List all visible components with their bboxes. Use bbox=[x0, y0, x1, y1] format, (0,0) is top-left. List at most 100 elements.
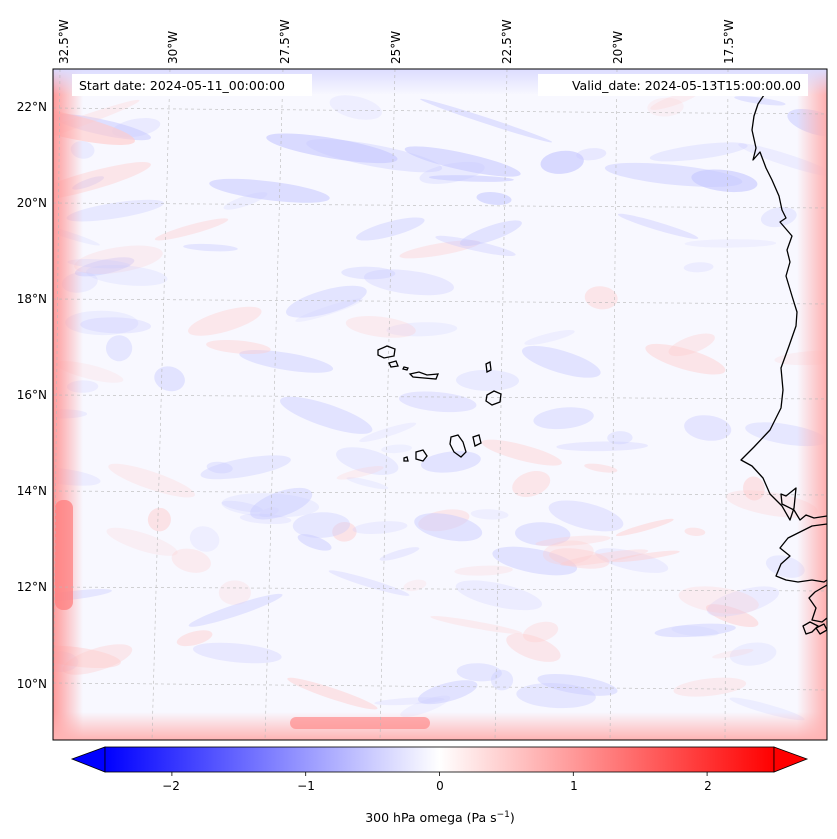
omega-patch bbox=[523, 621, 559, 643]
map-frame bbox=[52, 68, 828, 741]
colorbar-extend-max bbox=[773, 746, 809, 773]
omega-patch bbox=[673, 677, 747, 697]
omega-patch bbox=[492, 546, 578, 576]
omega-patch bbox=[74, 245, 163, 275]
lon-label-20w: 20°W bbox=[611, 31, 625, 64]
omega-patch bbox=[183, 243, 238, 252]
valid-date-label: Valid_date: 2024-05-13T15:00:00.00 bbox=[572, 78, 801, 93]
omega-patch bbox=[533, 407, 594, 430]
omega-patch bbox=[556, 441, 648, 452]
omega-patch bbox=[188, 593, 283, 627]
omega-patch bbox=[154, 366, 185, 392]
island-sao-nicolau bbox=[408, 371, 439, 380]
omega-patch bbox=[678, 586, 759, 614]
lat-label-20n: 20°N bbox=[17, 196, 47, 210]
colorbar-label: 300 hPa omega (Pa s−1) bbox=[365, 810, 515, 825]
omega-patch bbox=[712, 648, 754, 659]
lat-label-14n: 14°N bbox=[17, 484, 47, 498]
omega-patch bbox=[537, 673, 618, 696]
omega-patch bbox=[540, 150, 584, 174]
omega-patch bbox=[206, 339, 271, 355]
omega-patch bbox=[189, 526, 220, 552]
lat-label-16n: 16°N bbox=[17, 388, 47, 402]
island-brava bbox=[403, 456, 409, 462]
omega-patch bbox=[171, 548, 211, 573]
omega-patch bbox=[705, 604, 759, 628]
omega-patch bbox=[765, 555, 805, 578]
omega-patch bbox=[297, 534, 332, 551]
cape-verde-islands bbox=[377, 345, 502, 462]
omega-patch bbox=[74, 257, 135, 277]
omega-patch bbox=[760, 207, 797, 228]
lon-label-25w: 25°W bbox=[389, 31, 403, 64]
omega-patch bbox=[332, 521, 357, 542]
omega-patch bbox=[470, 509, 509, 520]
omega-patch bbox=[221, 493, 320, 518]
colorbar-ticks bbox=[171, 772, 708, 776]
omega-patch bbox=[80, 317, 151, 334]
omega-patch bbox=[617, 213, 699, 239]
omega-patch bbox=[668, 333, 715, 357]
omega-patch bbox=[287, 677, 378, 710]
omega-patch bbox=[108, 463, 195, 498]
omega-patch bbox=[328, 570, 410, 596]
omega-patch bbox=[684, 527, 706, 536]
omega-patch bbox=[356, 217, 425, 241]
omega-patch bbox=[615, 518, 674, 537]
omega-patch bbox=[381, 444, 412, 454]
lat-label-22n: 22°N bbox=[17, 100, 47, 114]
omega-patch bbox=[295, 298, 364, 322]
omega-patch bbox=[359, 422, 417, 443]
lon-labels: 32.5°W 30°W 27.5°W 25°W 22.5°W 20°W 17.5… bbox=[57, 19, 736, 64]
lon-label-27-5w: 27.5°W bbox=[278, 19, 292, 64]
gridlines bbox=[53, 69, 827, 740]
start-date-label: Start date: 2024-05-11_00:00:00 bbox=[79, 78, 285, 93]
omega-patch bbox=[192, 642, 282, 664]
omega-patch bbox=[521, 345, 601, 378]
omega-patch bbox=[176, 630, 213, 647]
lon-label-17-5w: 17.5°W bbox=[722, 19, 736, 64]
omega-patch bbox=[456, 663, 502, 682]
omega-patch bbox=[481, 439, 562, 466]
colorbar-tick-label-2: 2 bbox=[704, 779, 712, 793]
omega-patch bbox=[607, 431, 633, 445]
omega-patch bbox=[379, 547, 420, 561]
omega-patch bbox=[398, 391, 477, 413]
omega-patch bbox=[743, 476, 765, 501]
omega-patch bbox=[549, 548, 610, 569]
colorbar-body bbox=[104, 746, 775, 773]
omega-patch bbox=[66, 199, 164, 222]
omega-patch bbox=[218, 580, 251, 606]
senegal-gambia-coast bbox=[775, 523, 827, 583]
omega-patch bbox=[647, 97, 684, 117]
omega-patch bbox=[386, 322, 458, 337]
omega-patch bbox=[671, 625, 719, 637]
omega-patch bbox=[188, 306, 262, 336]
omega-patch bbox=[206, 461, 233, 474]
omega-patch bbox=[515, 522, 571, 546]
omega-patch bbox=[404, 146, 521, 177]
omega-patch bbox=[106, 527, 178, 556]
omega-patch bbox=[86, 264, 168, 286]
omega-patch bbox=[65, 310, 139, 336]
omega-patch bbox=[691, 169, 758, 193]
omega-patch bbox=[459, 220, 522, 246]
omega-patch bbox=[200, 455, 291, 480]
boundary-hotspot-bottom bbox=[290, 717, 430, 729]
colorbar-tick-label-0: 0 bbox=[436, 779, 444, 793]
omega-patch bbox=[420, 451, 481, 473]
island-sao-vicente bbox=[388, 360, 399, 368]
omega-patch bbox=[239, 350, 334, 373]
omega-patch bbox=[221, 500, 263, 513]
omega-patch bbox=[542, 540, 594, 565]
omega-patch bbox=[649, 142, 748, 162]
omega-patch bbox=[374, 697, 445, 706]
lat-labels: 22°N 20°N 18°N 16°N 14°N 12°N 10°N bbox=[17, 100, 47, 691]
omega-patch bbox=[414, 513, 483, 542]
colorbar-label-text: 300 hPa omega (Pa s bbox=[365, 810, 496, 825]
island-santo-antao bbox=[377, 345, 396, 359]
omega-patch bbox=[345, 316, 416, 338]
omega-patch bbox=[535, 535, 611, 547]
omega-patch bbox=[239, 513, 292, 525]
